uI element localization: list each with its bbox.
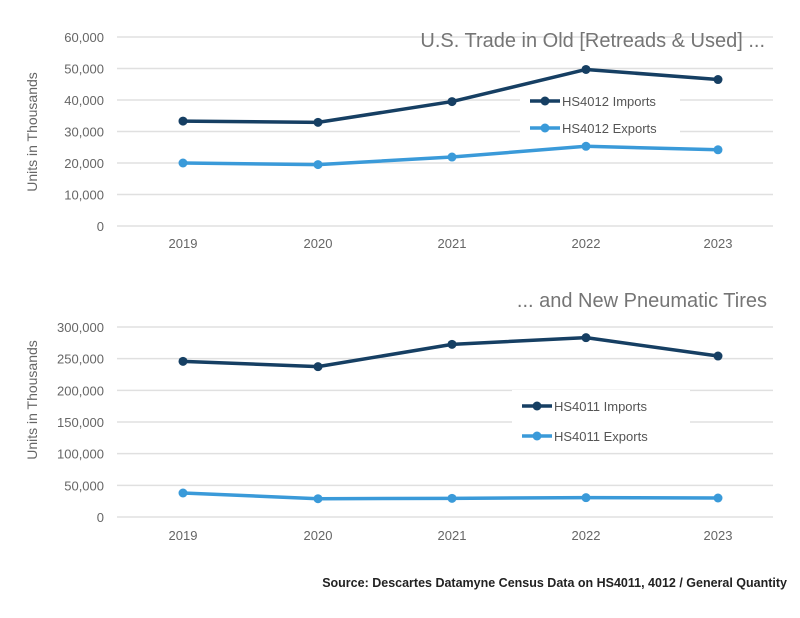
data-point: [313, 494, 323, 504]
data-point: [713, 493, 723, 503]
data-point: [178, 116, 188, 126]
legend: [512, 390, 690, 452]
legend-label: HS4011 Exports: [554, 429, 648, 444]
legend-swatch-marker: [532, 431, 542, 441]
y-tick-label: 0: [97, 510, 104, 525]
data-point: [713, 75, 723, 85]
data-point: [581, 333, 591, 343]
data-point: [313, 160, 323, 170]
x-tick-label: 2019: [169, 528, 198, 543]
bottom-chart: 0 50,000 100,000 150,000 200,000 250,000 300,0…: [57, 320, 773, 543]
x-tick-label: 2023: [704, 528, 733, 543]
top-chart: 0 10,000 20,000 30,000 40,000 50,000 60,000 201…: [64, 30, 773, 251]
data-point: [713, 351, 723, 361]
data-point: [581, 64, 591, 74]
x-tick-label: 2020: [304, 528, 333, 543]
y-tick-label: 50,000: [64, 478, 104, 493]
y-tick-label: 10,000: [64, 188, 104, 203]
y-tick-label: 250,000: [57, 352, 104, 367]
y-tick-label: 150,000: [57, 415, 104, 430]
y-tick-label: 30,000: [64, 125, 104, 140]
legend-label: HS4012 Exports: [562, 121, 657, 136]
y-tick-label: 60,000: [64, 30, 104, 45]
chart-title-top: U.S. Trade in Old [Retreads & Used] ...: [420, 30, 765, 52]
legend-swatch-marker: [532, 401, 542, 411]
data-point: [581, 141, 591, 151]
data-point: [447, 339, 457, 349]
y-tick-label: 50,000: [64, 62, 104, 77]
data-point: [713, 145, 723, 155]
legend-swatch-marker: [540, 123, 550, 133]
legend-label: HS4012 Imports: [562, 94, 656, 109]
x-tick-label: 2020: [304, 236, 333, 251]
x-tick-label: 2022: [572, 236, 601, 251]
data-point: [447, 97, 457, 107]
data-point: [313, 362, 323, 372]
y-tick-label: 0: [97, 219, 104, 234]
x-tick-label: 2021: [438, 528, 467, 543]
y-tick-label: 100,000: [57, 447, 104, 462]
chart-title-bottom: ... and New Pneumatic Tires: [517, 290, 767, 312]
y-axis-title-bottom: Units in Thousands: [24, 340, 40, 460]
data-point: [581, 493, 591, 503]
data-point: [178, 158, 188, 168]
legend-label: HS4011 Imports: [554, 399, 647, 414]
x-tick-label: 2023: [704, 236, 733, 251]
x-tick-label: 2022: [572, 528, 601, 543]
y-axis-title-top: Units in Thousands: [24, 72, 40, 192]
data-point: [178, 488, 188, 498]
source-note: Source: Descartes Datamyne Census Data o…: [322, 576, 787, 590]
y-tick-label: 40,000: [64, 93, 104, 108]
data-point: [447, 152, 457, 162]
legend-swatch-marker: [540, 96, 550, 106]
y-tick-label: 20,000: [64, 156, 104, 171]
data-point: [447, 493, 457, 503]
y-tick-label: 200,000: [57, 383, 104, 398]
y-tick-label: 300,000: [57, 320, 104, 335]
x-tick-label: 2021: [438, 236, 467, 251]
data-point: [313, 117, 323, 127]
data-point: [178, 356, 188, 366]
x-tick-label: 2019: [169, 236, 198, 251]
